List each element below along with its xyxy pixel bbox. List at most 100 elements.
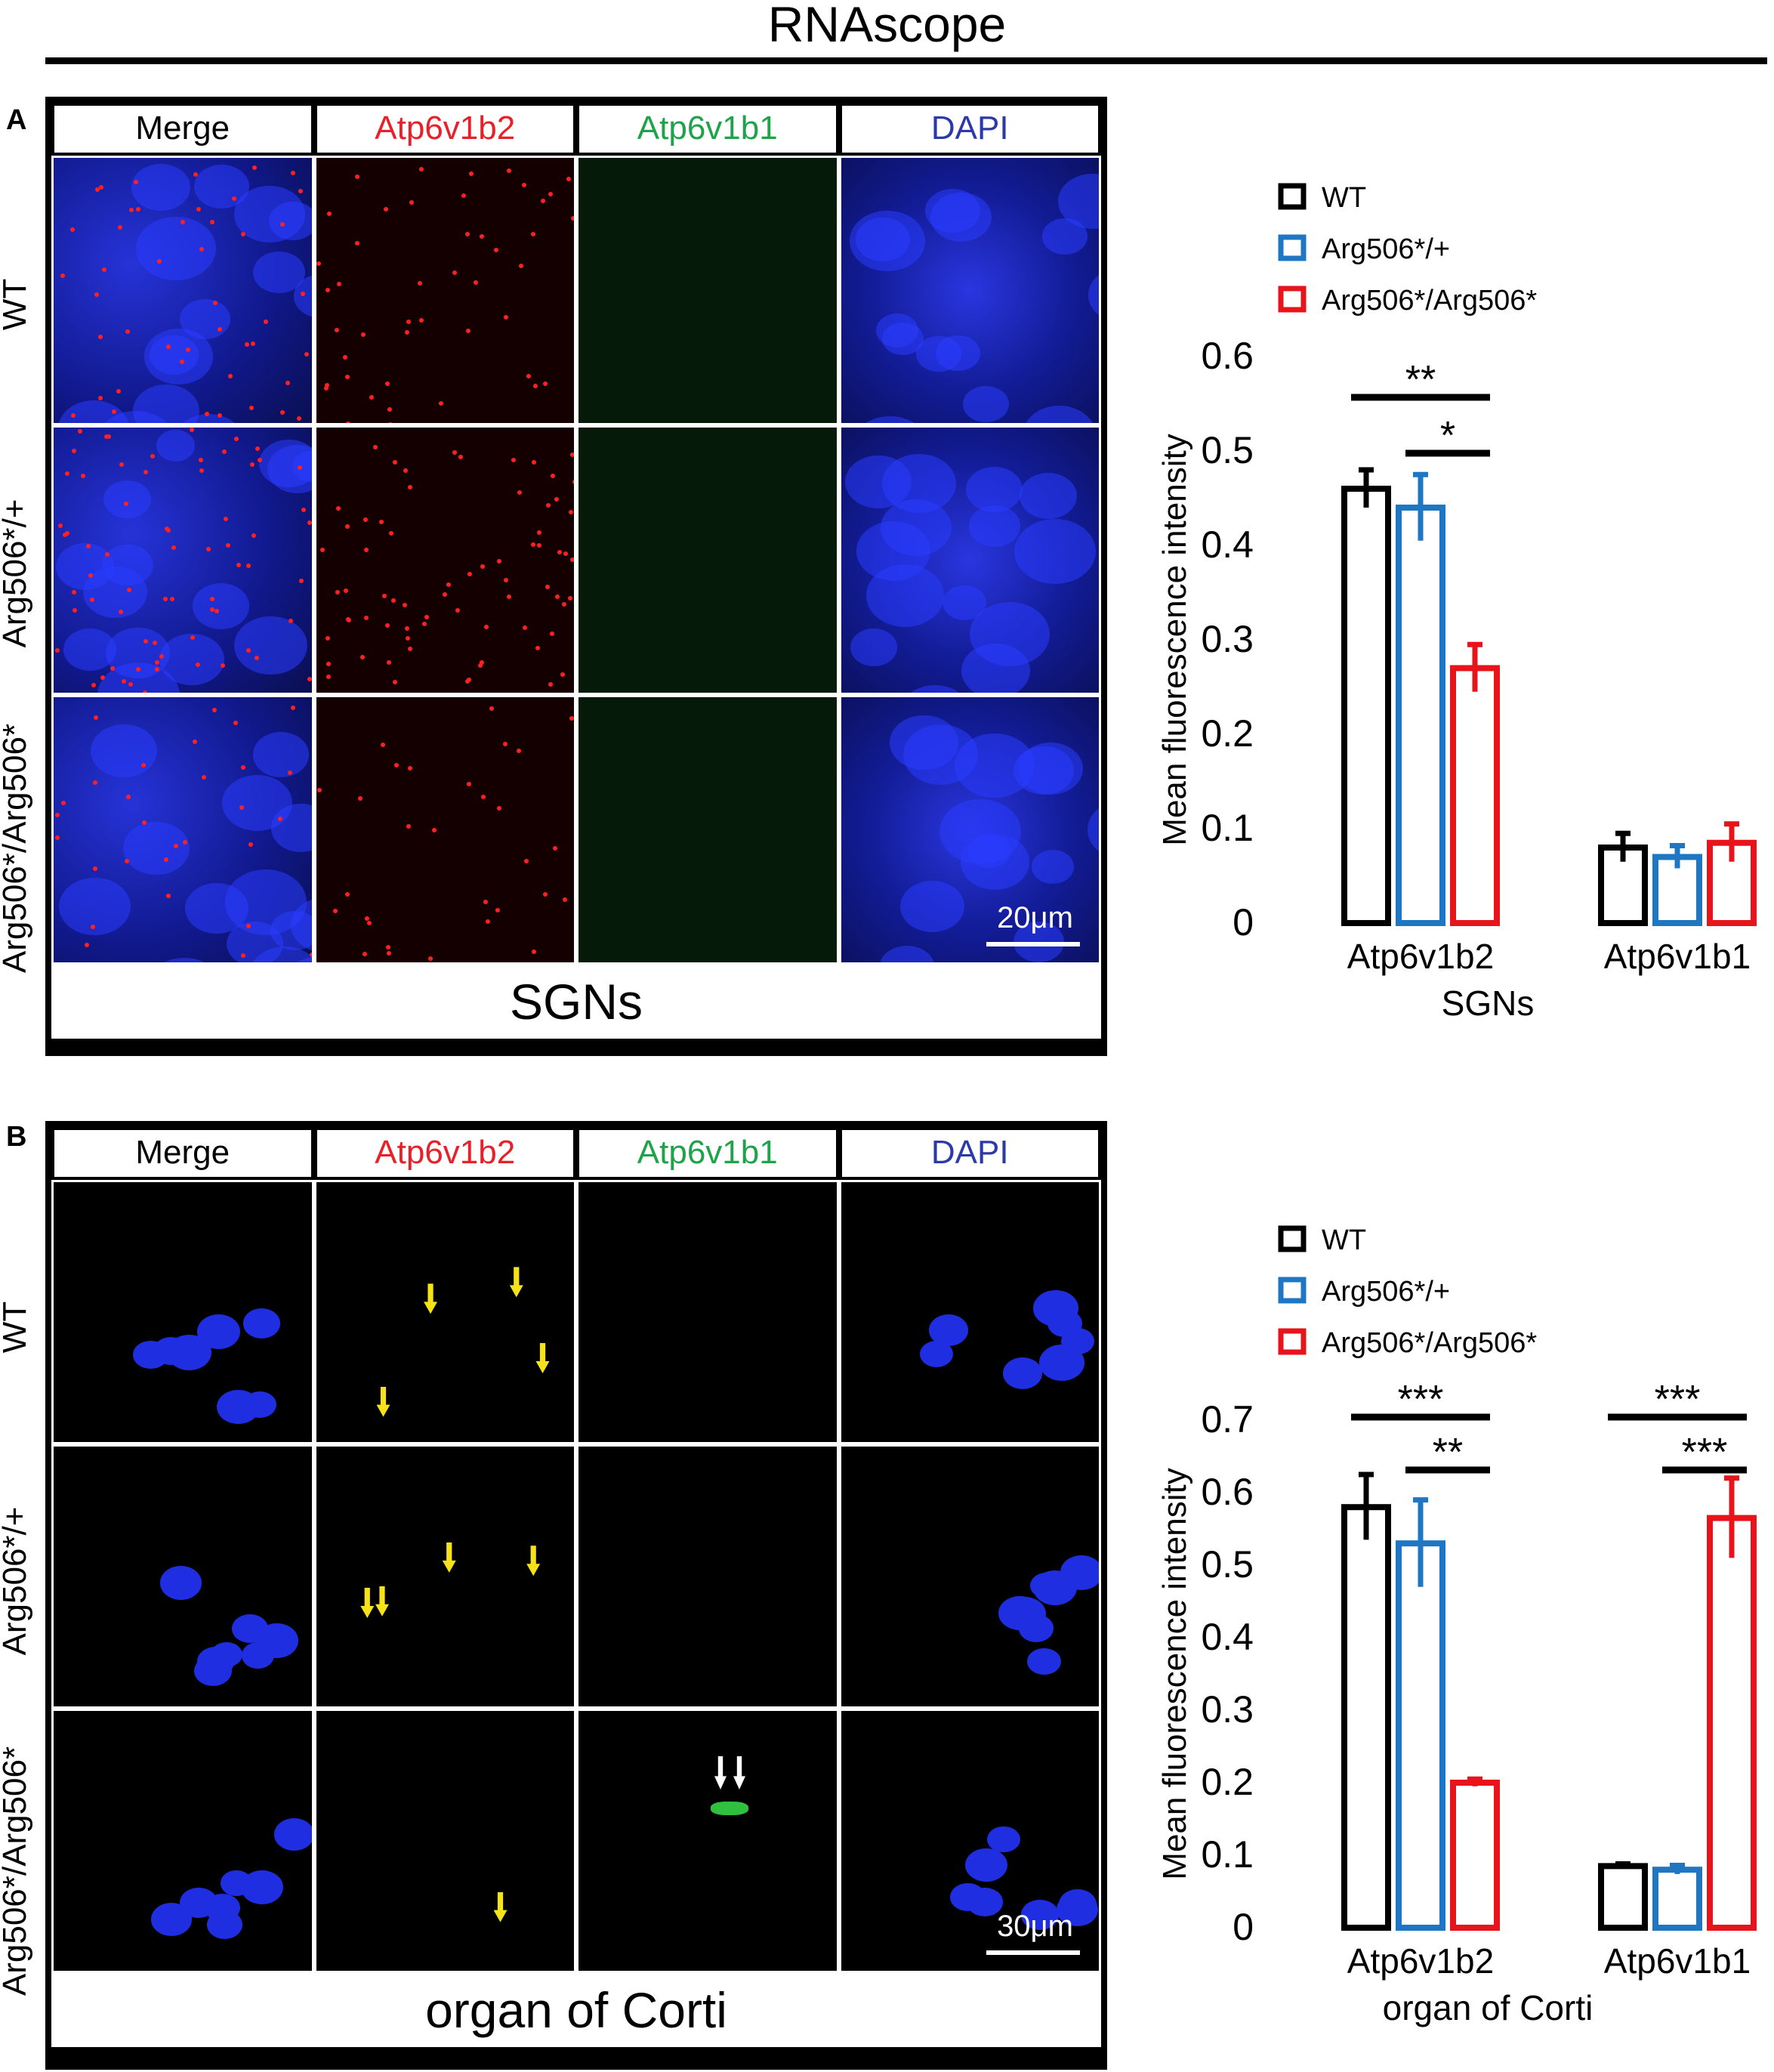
column-header-atp6v1b2: Atp6v1b2 — [313, 103, 576, 156]
column-header-merge: Merge — [51, 103, 314, 156]
y-tick-label: 0.7 — [1201, 1398, 1254, 1441]
micrograph-dapi-1 — [838, 425, 1101, 695]
category-label: Atp6v1b1 — [1604, 937, 1751, 976]
legend-label: WT — [1322, 1224, 1366, 1256]
y-tick-label: 0.5 — [1201, 429, 1254, 471]
chart-b: WT Arg506*/+ Arg506*/Arg506* 0 0.1 0.2 0.3 0.4 0… — [1156, 1224, 1757, 2027]
row-label-het-b: Arg506*/+ — [0, 1506, 33, 1656]
significance-label: ** — [1405, 358, 1436, 402]
y-tick-label: 0.1 — [1201, 807, 1254, 849]
significance-label: ** — [1433, 1431, 1463, 1474]
micrograph-atp6v1b1-0 — [576, 1180, 839, 1444]
scale-bar — [986, 942, 1080, 946]
y-tick-label: 0 — [1233, 901, 1254, 943]
micrograph-atp6v1b2-0 — [313, 1180, 576, 1444]
micrograph-merge-1 — [51, 425, 314, 695]
y-tick-label: 0.6 — [1201, 335, 1254, 377]
y-tick-label: 0.3 — [1201, 1688, 1254, 1731]
category-label: Atp6v1b1 — [1604, 1941, 1751, 1981]
legend-swatch — [1278, 183, 1307, 210]
y-tick-label: 0.4 — [1201, 523, 1254, 566]
category-label: Atp6v1b2 — [1347, 1941, 1494, 1981]
category-label: Atp6v1b2 — [1347, 937, 1494, 976]
column-header-atp6v1b1: Atp6v1b1 — [576, 103, 839, 156]
legend-swatch — [1278, 1277, 1307, 1304]
micrograph-merge-2 — [51, 695, 314, 965]
y-tick-label: 0.2 — [1201, 712, 1254, 755]
micrograph-dapi-0 — [838, 1180, 1101, 1444]
micrograph-dapi-2 — [838, 1709, 1101, 1973]
y-tick-label: 0.6 — [1201, 1471, 1254, 1513]
micrograph-atp6v1b2-2 — [313, 1709, 576, 1973]
y-axis-label: Mean fluorescence intensity — [1156, 434, 1193, 845]
micrograph-merge-2 — [51, 1709, 314, 1973]
micrograph-atp6v1b2-1 — [313, 1444, 576, 1709]
legend-label: Arg506*/+ — [1322, 233, 1450, 265]
bar — [1450, 665, 1500, 926]
significance-label: *** — [1655, 1378, 1701, 1422]
row-label-wt: WT — [0, 278, 33, 331]
significance-label: * — [1440, 414, 1455, 458]
title-rule — [45, 57, 1767, 64]
micrograph-atp6v1b2-0 — [313, 156, 576, 425]
micrograph-merge-0 — [51, 1180, 314, 1444]
micrograph-atp6v1b1-0 — [576, 156, 839, 425]
bar — [1341, 1504, 1391, 1931]
panel-b-label: B — [6, 1121, 27, 1153]
y-tick-label: 0.2 — [1201, 1761, 1254, 1803]
micrograph-merge-1 — [51, 1444, 314, 1709]
panel-a-label: A — [6, 104, 27, 136]
legend-label: Arg506*/Arg506* — [1322, 1327, 1537, 1359]
micrograph-atp6v1b1-2 — [576, 695, 839, 965]
bar — [1598, 1863, 1648, 1931]
micrograph-dapi-0 — [838, 156, 1101, 425]
bar — [1707, 1515, 1757, 1931]
column-header-atp6v1b1: Atp6v1b1 — [576, 1127, 839, 1180]
micrograph-atp6v1b1-2 — [576, 1709, 839, 1973]
micrograph-atp6v1b2-2 — [313, 695, 576, 965]
bar — [1652, 1867, 1702, 1931]
micrograph-dapi-2 — [838, 695, 1101, 965]
legend-label: Arg506*/Arg506* — [1322, 285, 1537, 317]
micrograph-atp6v1b1-1 — [576, 1444, 839, 1709]
x-axis-label: organ of Corti — [1383, 1988, 1594, 2027]
y-tick-label: 0.3 — [1201, 618, 1254, 660]
legend-swatch — [1278, 234, 1307, 261]
micrograph-merge-0 — [51, 156, 314, 425]
column-header-dapi: DAPI — [838, 103, 1101, 156]
panel-a-image-grid: Merge Atp6v1b2 Atp6v1b1 DAPI 20μm SGNs — [45, 97, 1107, 1056]
legend-label: WT — [1322, 182, 1366, 214]
y-tick-label: 0 — [1233, 1906, 1254, 1948]
bar — [1396, 505, 1445, 926]
y-tick-label: 0.1 — [1201, 1833, 1254, 1876]
scale-bar — [986, 1950, 1080, 1955]
bar — [1396, 1540, 1445, 1931]
figure-title: RNAscope — [767, 0, 1007, 52]
y-tick-label: 0.4 — [1201, 1616, 1254, 1658]
scale-bar-label: 20μm — [997, 901, 1073, 934]
column-header-atp6v1b2: Atp6v1b2 — [313, 1127, 576, 1180]
significance-label: *** — [1682, 1431, 1728, 1474]
chart-a: WT Arg506*/+ Arg506*/Arg506* 0 0.1 0.2 0.3 0.4 0… — [1156, 182, 1757, 1023]
panel-footer-label: SGNs — [51, 965, 1101, 1039]
y-tick-label: 0.5 — [1201, 1543, 1254, 1586]
legend-label: Arg506*/+ — [1322, 1276, 1450, 1308]
legend-swatch — [1278, 1328, 1307, 1355]
scale-bar-label: 30μm — [997, 1910, 1073, 1943]
row-label-hom: Arg506*/Arg506* — [0, 723, 33, 974]
column-header-merge: Merge — [51, 1127, 314, 1180]
micrograph-atp6v1b1-1 — [576, 425, 839, 695]
row-label-het: Arg506*/+ — [0, 499, 33, 648]
row-label-wt-b: WT — [0, 1301, 33, 1354]
column-header-dapi: DAPI — [838, 1127, 1101, 1180]
x-axis-label: SGNs — [1442, 984, 1535, 1023]
y-axis-label: Mean fluorescence intensity — [1156, 1468, 1193, 1879]
micrograph-atp6v1b2-1 — [313, 425, 576, 695]
legend-swatch — [1278, 286, 1307, 313]
micrograph-dapi-1 — [838, 1444, 1101, 1709]
bar — [1341, 486, 1391, 926]
legend-swatch — [1278, 1225, 1307, 1252]
panel-footer-label: organ of Corti — [51, 1973, 1101, 2047]
significance-label: *** — [1398, 1378, 1444, 1422]
row-label-hom-b: Arg506*/Arg506* — [0, 1746, 33, 1996]
